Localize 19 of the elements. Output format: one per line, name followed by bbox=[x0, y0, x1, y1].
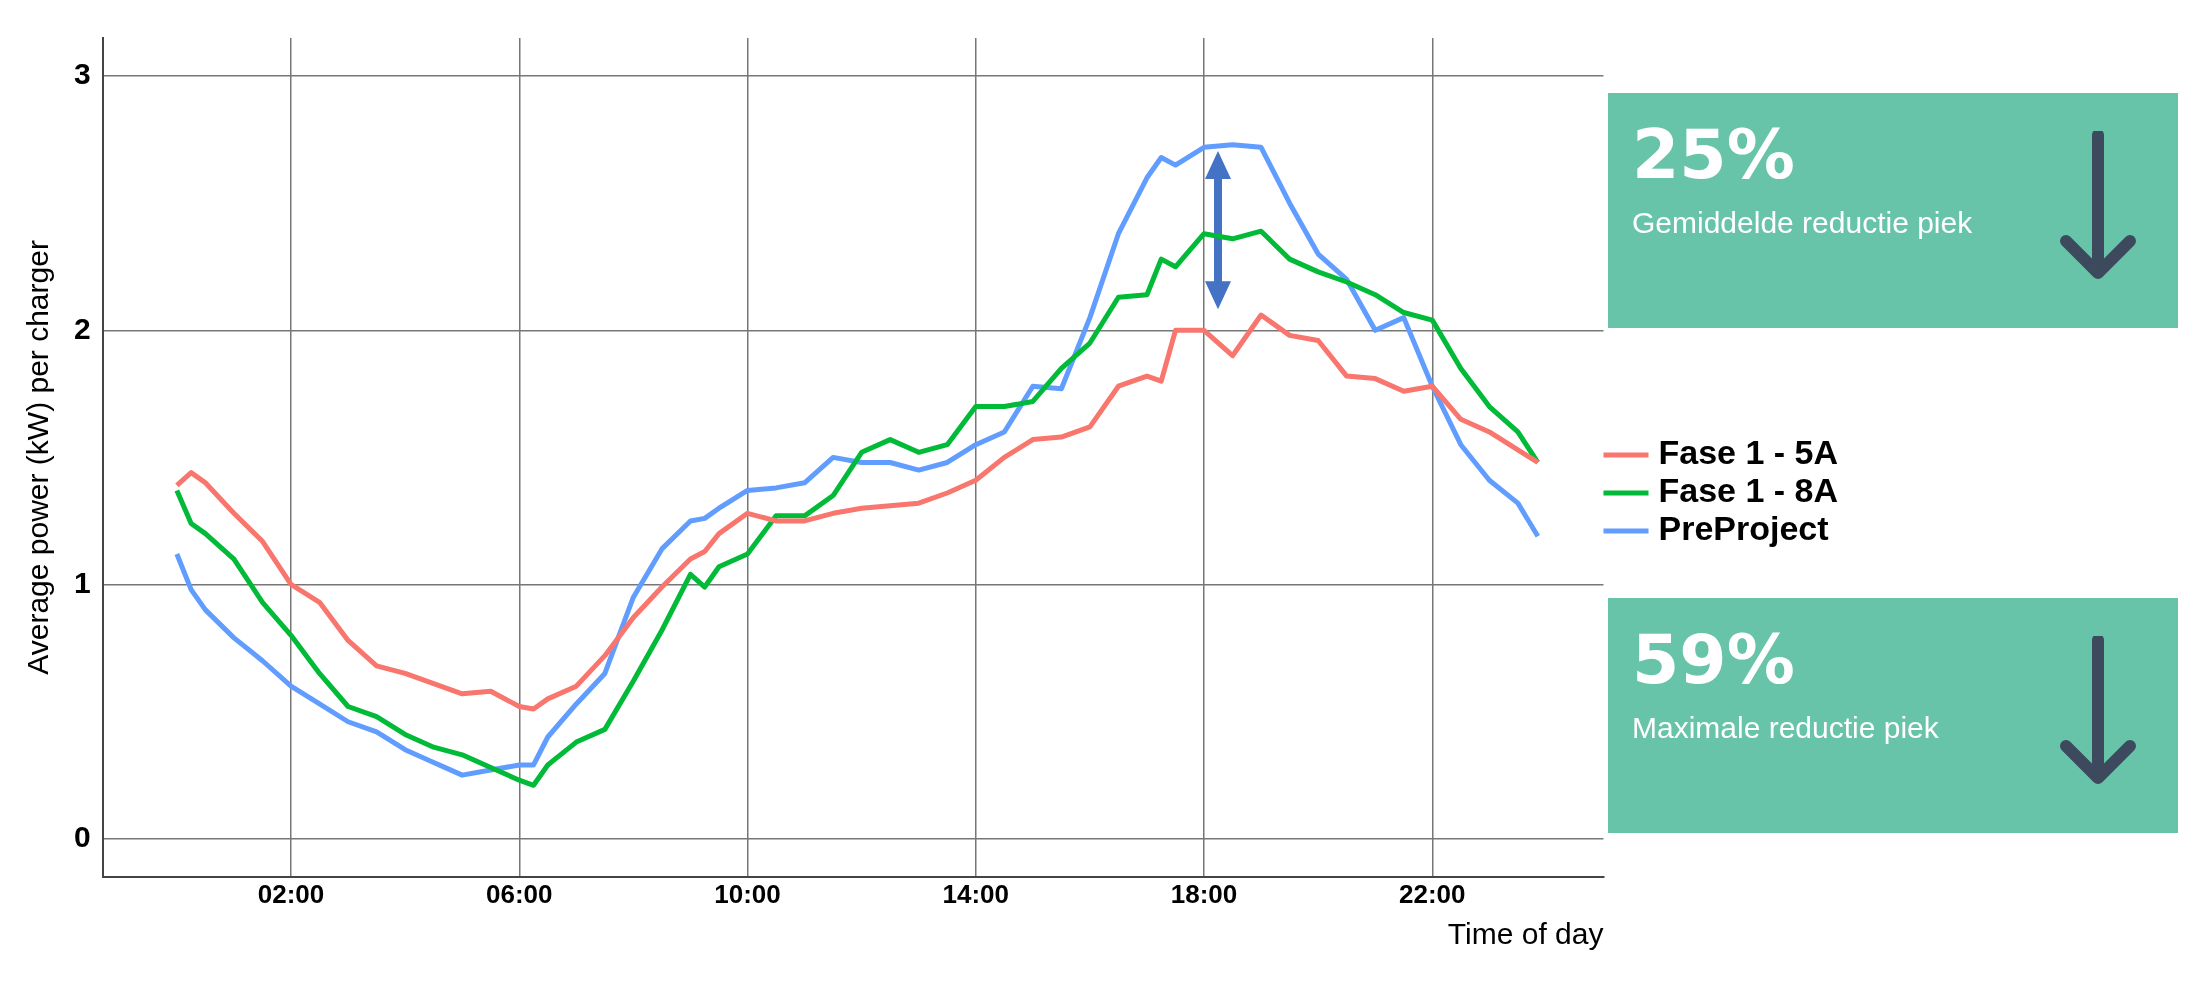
legend-label: PreProject bbox=[1658, 509, 1829, 548]
x-tick-label: 22:00 bbox=[1399, 878, 1466, 909]
legend-label: Fase 1 - 8A bbox=[1658, 471, 1838, 510]
x-tick-label: 14:00 bbox=[942, 878, 1010, 909]
legend-label: Fase 1 - 5A bbox=[1658, 433, 1838, 472]
x-axis-title: Time of day bbox=[1447, 917, 1604, 951]
y-tick-label: 3 bbox=[74, 57, 91, 91]
y-axis-title: Average power (kW) per charger bbox=[21, 240, 55, 675]
text: 25% bbox=[1632, 115, 1796, 194]
text: Maximale reductie piek bbox=[1632, 711, 1940, 745]
text: 59% bbox=[1632, 620, 1796, 699]
text: Gemiddelde reductie piek bbox=[1632, 206, 1974, 240]
x-tick-label: 10:00 bbox=[714, 878, 781, 909]
y-tick-label: 1 bbox=[74, 565, 91, 599]
x-tick-label: 18:00 bbox=[1170, 878, 1238, 909]
x-tick-label: 02:00 bbox=[257, 878, 325, 909]
y-tick-label: 2 bbox=[74, 311, 91, 345]
y-tick-label: 0 bbox=[74, 819, 91, 853]
x-tick-label: 06:00 bbox=[486, 878, 553, 909]
